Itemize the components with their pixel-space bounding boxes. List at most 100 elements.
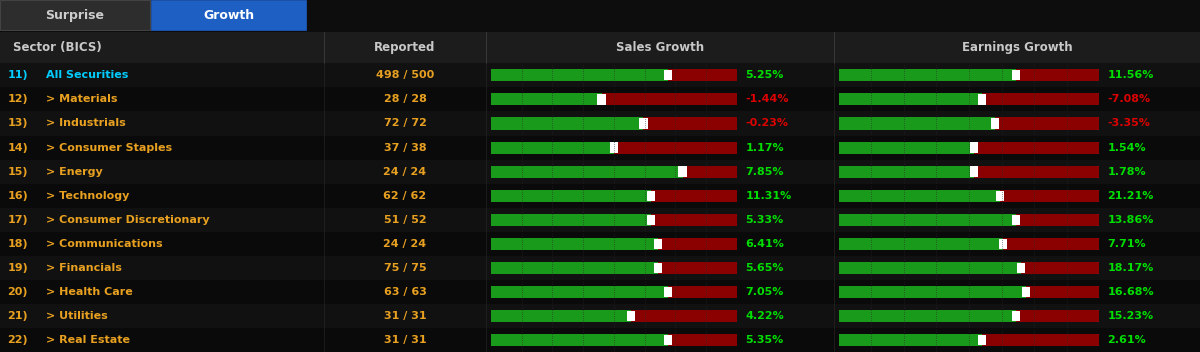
Bar	[598, 94, 606, 105]
Text: > Real Estate: > Real Estate	[46, 335, 130, 345]
Bar	[839, 190, 1001, 202]
Text: -7.08%: -7.08%	[1108, 94, 1151, 105]
Bar	[970, 143, 978, 153]
Text: 24 / 24: 24 / 24	[384, 239, 426, 249]
Bar	[839, 310, 1016, 322]
Bar	[0, 304, 1200, 328]
Text: > Technology: > Technology	[46, 191, 128, 201]
Text: 31 / 31: 31 / 31	[384, 311, 426, 321]
Bar	[491, 334, 668, 346]
Bar	[647, 190, 655, 201]
Text: -3.35%: -3.35%	[1108, 119, 1151, 128]
Text: 75 / 75: 75 / 75	[384, 263, 426, 273]
Text: 19): 19)	[7, 263, 28, 273]
Text: > Utilities: > Utilities	[46, 311, 107, 321]
Text: > Health Care: > Health Care	[46, 287, 132, 297]
Bar	[839, 142, 1099, 153]
Bar	[839, 69, 1099, 81]
Bar	[0, 159, 1200, 184]
Text: 4.22%: 4.22%	[745, 311, 784, 321]
Text: 62 / 62: 62 / 62	[384, 191, 426, 201]
Bar	[839, 238, 1003, 250]
Text: 5.25%: 5.25%	[745, 70, 784, 80]
Text: 5.35%: 5.35%	[745, 335, 784, 345]
Text: 11.56%: 11.56%	[1108, 70, 1154, 80]
Text: 12): 12)	[7, 94, 28, 105]
Bar	[839, 286, 1099, 298]
Text: 14): 14)	[7, 143, 28, 152]
Text: Reported: Reported	[374, 41, 436, 54]
Text: 5.33%: 5.33%	[745, 215, 784, 225]
Bar	[491, 286, 737, 298]
Bar	[839, 190, 1099, 202]
Bar	[664, 70, 672, 81]
Text: Surprise: Surprise	[46, 10, 104, 22]
Text: 24 / 24: 24 / 24	[384, 166, 426, 177]
Bar	[839, 286, 1026, 298]
Text: 1.17%: 1.17%	[745, 143, 784, 152]
Bar	[491, 262, 658, 274]
Text: > Consumer Discretionary: > Consumer Discretionary	[46, 215, 209, 225]
Bar	[491, 334, 737, 346]
Bar	[839, 118, 995, 130]
Text: 2.61%: 2.61%	[1108, 335, 1146, 345]
Text: -0.23%: -0.23%	[745, 119, 788, 128]
Bar	[839, 262, 1099, 274]
Bar	[491, 93, 601, 106]
Bar	[491, 69, 737, 81]
Bar	[491, 142, 737, 153]
Bar	[491, 286, 668, 298]
Bar	[678, 166, 686, 177]
Bar	[978, 94, 986, 105]
Bar	[491, 238, 658, 250]
Bar	[1022, 287, 1031, 297]
Bar	[491, 118, 737, 130]
Bar	[491, 118, 643, 130]
Text: Sector (BICS): Sector (BICS)	[13, 41, 102, 54]
Bar	[0, 232, 1200, 256]
Text: 37 / 38: 37 / 38	[384, 143, 426, 152]
Bar	[0, 87, 1200, 112]
Bar	[839, 262, 1021, 274]
Bar	[491, 69, 668, 81]
Text: -1.44%: -1.44%	[745, 94, 788, 105]
Text: 31 / 31: 31 / 31	[384, 335, 426, 345]
Bar	[839, 214, 1016, 226]
Text: 21.21%: 21.21%	[1108, 191, 1154, 201]
Bar	[839, 93, 982, 106]
Text: All Securities: All Securities	[46, 70, 128, 80]
Text: 13): 13)	[7, 119, 28, 128]
Bar	[839, 334, 982, 346]
Bar	[654, 239, 662, 249]
Text: > Consumer Staples: > Consumer Staples	[46, 143, 172, 152]
Text: 18.17%: 18.17%	[1108, 263, 1154, 273]
Bar	[0, 256, 1200, 280]
Text: 11.31%: 11.31%	[745, 191, 792, 201]
Text: 498 / 500: 498 / 500	[376, 70, 434, 80]
Text: 16.68%: 16.68%	[1108, 287, 1154, 297]
Bar	[491, 262, 737, 274]
Text: Earnings Growth: Earnings Growth	[961, 41, 1073, 54]
Bar	[839, 118, 1099, 130]
Bar	[0, 208, 1200, 232]
Bar	[654, 263, 662, 273]
Text: 1.54%: 1.54%	[1108, 143, 1146, 152]
Text: 5.65%: 5.65%	[745, 263, 784, 273]
Bar	[491, 214, 737, 226]
Bar	[839, 334, 1099, 346]
Bar	[991, 118, 1000, 128]
Text: Sales Growth: Sales Growth	[616, 41, 704, 54]
Bar	[970, 166, 978, 177]
Text: Growth: Growth	[203, 10, 254, 22]
Text: 15.23%: 15.23%	[1108, 311, 1153, 321]
Bar	[491, 142, 614, 153]
Text: > Communications: > Communications	[46, 239, 162, 249]
Text: 7.71%: 7.71%	[1108, 239, 1146, 249]
Text: > Industrials: > Industrials	[46, 119, 125, 128]
Bar	[1012, 70, 1020, 81]
Text: 13.86%: 13.86%	[1108, 215, 1154, 225]
Text: 51 / 52: 51 / 52	[384, 215, 426, 225]
Text: 20): 20)	[7, 287, 28, 297]
Bar	[839, 142, 974, 153]
Bar	[491, 190, 650, 202]
